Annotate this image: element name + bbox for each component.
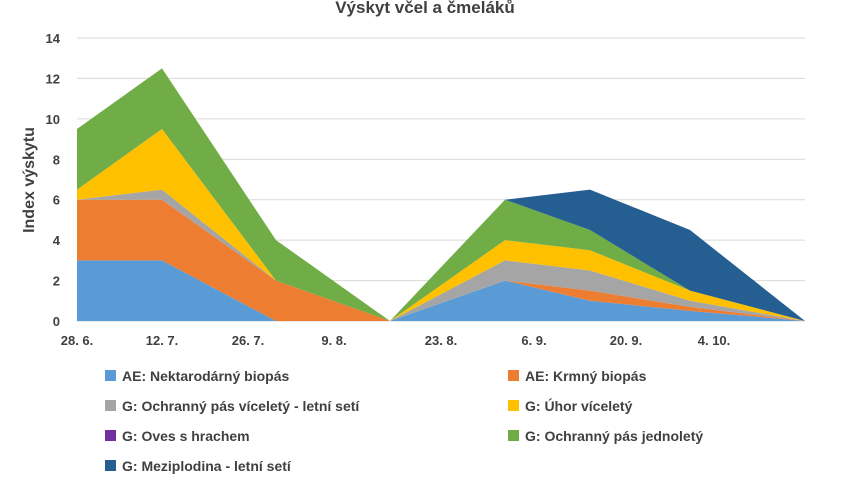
legend-swatch: [105, 400, 116, 411]
x-tick-label: 28. 6.: [61, 333, 94, 348]
x-axis-ticks: 28. 6. 12. 7. 26. 7. 9. 8. 23. 8. 6. 9. 20. 9.…: [61, 333, 731, 348]
x-tick-label: 23. 8.: [425, 333, 458, 348]
legend-item: G: Ochranný pás víceletý - letní setí: [105, 398, 360, 414]
legend-label: AE: Krmný biopás: [525, 368, 647, 384]
legend-swatch: [508, 400, 519, 411]
y-tick-label: 6: [53, 193, 60, 208]
legend-label: G: Ochranný pás jednoletý: [525, 428, 703, 444]
legend-item: AE: Krmný biopás: [508, 368, 647, 384]
legend-swatch: [105, 430, 116, 441]
legend-item: G: Úhor víceletý: [508, 397, 633, 414]
x-tick-label: 6. 9.: [521, 333, 546, 348]
legend-label: G: Meziplodina - letní setí: [122, 458, 292, 474]
legend-label: G: Úhor víceletý: [525, 397, 633, 414]
legend-item: AE: Nektarodárný biopás: [105, 368, 289, 384]
legend-swatch: [508, 430, 519, 441]
chart-title: Výskyt včel a čmeláků: [335, 0, 515, 17]
legend-swatch: [105, 460, 116, 471]
y-tick-label: 10: [46, 112, 60, 127]
x-tick-label: 12. 7.: [146, 333, 179, 348]
x-tick-label: 20. 9.: [610, 333, 643, 348]
area-series-1: [77, 199, 805, 321]
x-tick-label: 4. 10.: [698, 333, 731, 348]
area-series-6: [77, 68, 805, 321]
y-tick-label: 14: [46, 31, 61, 46]
area-series: [77, 68, 805, 321]
legend-swatch: [508, 370, 519, 381]
x-tick-label: 26. 7.: [232, 333, 265, 348]
legend-label: AE: Nektarodárný biopás: [122, 368, 289, 384]
y-tick-label: 4: [53, 233, 61, 248]
y-tick-label: 0: [53, 314, 60, 329]
legend-item: G: Meziplodina - letní setí: [105, 458, 292, 474]
legend-label: G: Ochranný pás víceletý - letní setí: [122, 398, 360, 414]
y-tick-label: 12: [46, 71, 60, 86]
y-axis-ticks: 0 2 4 6 8 10 12 14: [46, 31, 61, 329]
y-axis-label: Index výskytu: [21, 127, 38, 233]
area-series-3: [77, 128, 805, 321]
legend-label: G: Oves s hrachem: [122, 428, 250, 444]
area-series-0: [77, 260, 805, 321]
legend-item: G: Ochranný pás jednoletý: [508, 428, 703, 444]
legend-item: G: Oves s hrachem: [105, 428, 250, 444]
area-series-5: [77, 68, 805, 321]
y-tick-label: 2: [53, 274, 60, 289]
y-tick-label: 8: [53, 152, 60, 167]
legend: AE: Nektarodárný biopás AE: Krmný biopás G…: [105, 368, 703, 474]
x-tick-label: 9. 8.: [321, 333, 346, 348]
area-series-2: [77, 189, 805, 321]
legend-swatch: [105, 370, 116, 381]
